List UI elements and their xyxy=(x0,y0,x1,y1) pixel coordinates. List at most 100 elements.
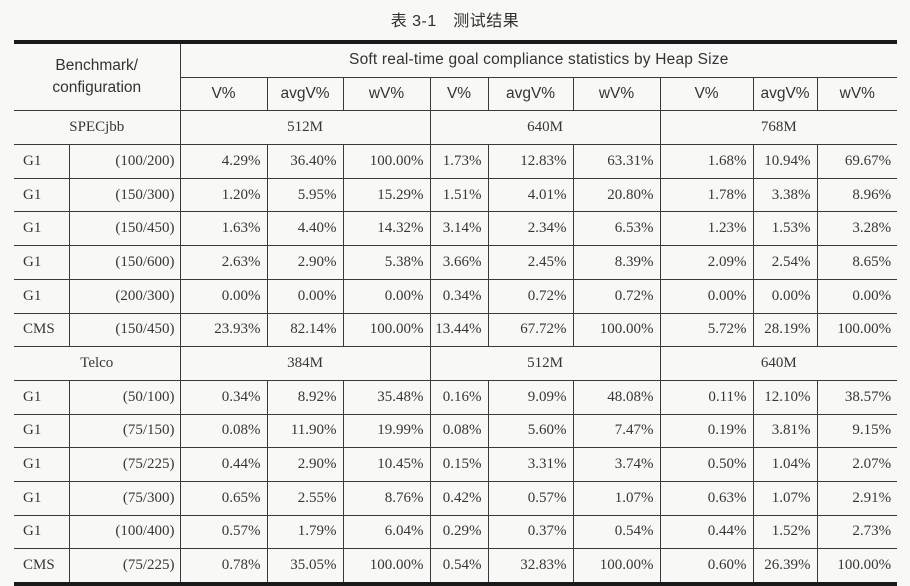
config-value: (150/450) xyxy=(69,211,181,247)
metric-header-avgv: avgV% xyxy=(267,77,344,112)
benchmark-configuration-header: Benchmark/ configuration xyxy=(14,42,181,112)
config-value: (100/200) xyxy=(69,144,181,179)
metric-value: 2.55% xyxy=(267,481,344,516)
results-table-body: SPECjbb 512M 640M 768M G1 (100/200) 4.29% 36.40… xyxy=(14,110,898,585)
metric-value: 0.34% xyxy=(430,279,489,314)
collector-name: CMS xyxy=(14,313,70,348)
heap-size-label: 512M xyxy=(430,346,661,381)
metric-value: 0.15% xyxy=(430,447,489,482)
metric-value: 2.09% xyxy=(660,245,754,280)
metric-value: 0.57% xyxy=(488,481,574,516)
metric-value: 3.38% xyxy=(753,178,818,213)
metric-value: 0.50% xyxy=(660,447,754,482)
metric-value: 15.29% xyxy=(343,178,431,213)
metric-value: 0.19% xyxy=(660,414,754,449)
metric-value: 4.01% xyxy=(488,178,574,213)
metric-value: 5.38% xyxy=(343,245,431,280)
metric-value: 3.81% xyxy=(753,414,818,449)
metric-value: 0.72% xyxy=(488,279,574,314)
metric-value: 82.14% xyxy=(267,313,344,348)
results-table: Benchmark/ configuration Soft real-time … xyxy=(14,40,898,586)
metric-value: 0.57% xyxy=(180,515,268,550)
metric-value: 0.00% xyxy=(343,279,431,314)
metric-value: 23.93% xyxy=(180,313,268,348)
metric-value: 0.08% xyxy=(430,414,489,449)
metric-value: 1.51% xyxy=(430,178,489,213)
metric-value: 1.07% xyxy=(573,481,661,516)
metric-value: 12.10% xyxy=(753,380,818,415)
metric-value: 100.00% xyxy=(817,548,898,585)
metric-value: 5.60% xyxy=(488,414,574,449)
metric-value: 8.65% xyxy=(817,245,898,280)
data-row: G1 (50/100) 0.34% 8.92% 35.48% 0.16% 9.09% 48.0… xyxy=(14,380,898,415)
data-row: G1 (200/300) 0.00% 0.00% 0.00% 0.34% 0.72% 0.72… xyxy=(14,279,898,314)
heap-size-group-header: Soft real-time goal compliance statistic… xyxy=(180,42,898,78)
collector-name: G1 xyxy=(14,279,70,314)
data-row: G1 (150/600) 2.63% 2.90% 5.38% 3.66% 2.45% 8.39… xyxy=(14,245,898,280)
collector-name: G1 xyxy=(14,414,70,449)
metric-value: 8.39% xyxy=(573,245,661,280)
metric-value: 1.63% xyxy=(180,211,268,247)
data-row: G1 (100/400) 0.57% 1.79% 6.04% 0.29% 0.37% 0.54… xyxy=(14,515,898,550)
metric-value: 5.95% xyxy=(267,178,344,213)
metric-value: 0.54% xyxy=(430,548,489,585)
metric-header-avgv: avgV% xyxy=(488,77,574,112)
metric-value: 1.73% xyxy=(430,144,489,179)
config-value: (100/400) xyxy=(69,515,181,550)
metric-value: 2.90% xyxy=(267,447,344,482)
metric-header-v: V% xyxy=(430,77,489,112)
metric-value: 4.29% xyxy=(180,144,268,179)
heap-size-label: 640M xyxy=(660,346,898,381)
metric-value: 0.44% xyxy=(180,447,268,482)
metric-value: 3.74% xyxy=(573,447,661,482)
metric-value: 2.45% xyxy=(488,245,574,280)
metric-value: 8.76% xyxy=(343,481,431,516)
config-value: (200/300) xyxy=(69,279,181,314)
metric-value: 0.11% xyxy=(660,380,754,415)
metric-value: 0.42% xyxy=(430,481,489,516)
metric-value: 0.44% xyxy=(660,515,754,550)
config-value: (50/100) xyxy=(69,380,181,415)
data-row: G1 (100/200) 4.29% 36.40% 100.00% 1.73% 12.83%… xyxy=(14,144,898,179)
metric-value: 12.83% xyxy=(488,144,574,179)
collector-name: G1 xyxy=(14,447,70,482)
config-value: (150/600) xyxy=(69,245,181,280)
metric-value: 38.57% xyxy=(817,380,898,415)
metric-value: 1.68% xyxy=(660,144,754,179)
metric-value: 1.07% xyxy=(753,481,818,516)
metric-value: 1.04% xyxy=(753,447,818,482)
metric-value: 36.40% xyxy=(267,144,344,179)
metric-value: 11.90% xyxy=(267,414,344,449)
collector-name: G1 xyxy=(14,211,70,247)
benchmark-name: SPECjbb xyxy=(14,110,181,146)
metric-value: 2.63% xyxy=(180,245,268,280)
metric-value: 0.34% xyxy=(180,380,268,415)
metric-value: 0.00% xyxy=(660,279,754,314)
heap-size-label: 384M xyxy=(180,346,431,381)
collector-name: G1 xyxy=(14,380,70,415)
data-row: CMS (150/450) 23.93% 82.14% 100.00% 13.44% 67.… xyxy=(14,313,898,348)
heap-size-label: 640M xyxy=(430,110,661,146)
metric-value: 28.19% xyxy=(753,313,818,348)
metric-value: 100.00% xyxy=(343,313,431,348)
metric-value: 19.99% xyxy=(343,414,431,449)
section-header-row: SPECjbb 512M 640M 768M xyxy=(14,110,898,146)
collector-name: CMS xyxy=(14,548,70,585)
metric-value: 32.83% xyxy=(488,548,574,585)
metric-value: 8.92% xyxy=(267,380,344,415)
data-row: G1 (75/300) 0.65% 2.55% 8.76% 0.42% 0.57% 1.07%… xyxy=(14,481,898,516)
collector-name: G1 xyxy=(14,178,70,213)
metric-value: 1.53% xyxy=(753,211,818,247)
metric-header-v: V% xyxy=(180,77,268,112)
metric-value: 20.80% xyxy=(573,178,661,213)
metric-value: 0.54% xyxy=(573,515,661,550)
metric-value: 8.96% xyxy=(817,178,898,213)
metric-header-wv: wV% xyxy=(817,77,898,112)
metric-value: 2.34% xyxy=(488,211,574,247)
header-row-1: Benchmark/ configuration Soft real-time … xyxy=(14,42,898,112)
metric-value: 100.00% xyxy=(573,313,661,348)
metric-value: 100.00% xyxy=(343,548,431,585)
metric-value: 10.45% xyxy=(343,447,431,482)
section-header-row: Telco 384M 512M 640M xyxy=(14,346,898,381)
metric-value: 2.73% xyxy=(817,515,898,550)
